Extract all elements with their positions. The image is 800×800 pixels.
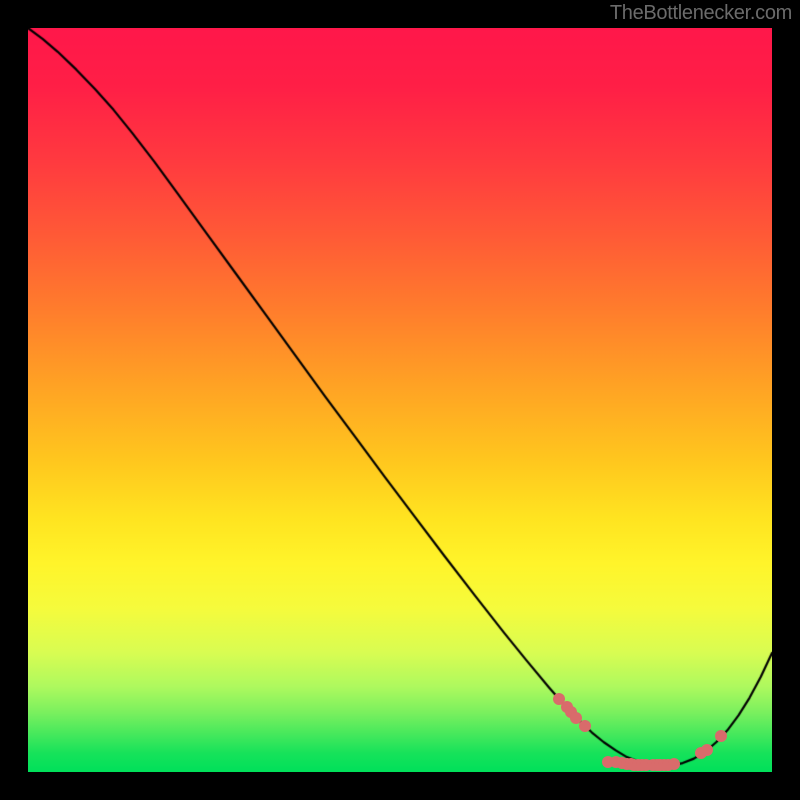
chart-marker [701, 744, 713, 756]
chart-marker [579, 720, 591, 732]
watermark-text: TheBottlenecker.com [610, 2, 792, 25]
chart-marker [668, 758, 680, 770]
chart-marker [715, 730, 727, 742]
chart-curve [28, 28, 772, 772]
